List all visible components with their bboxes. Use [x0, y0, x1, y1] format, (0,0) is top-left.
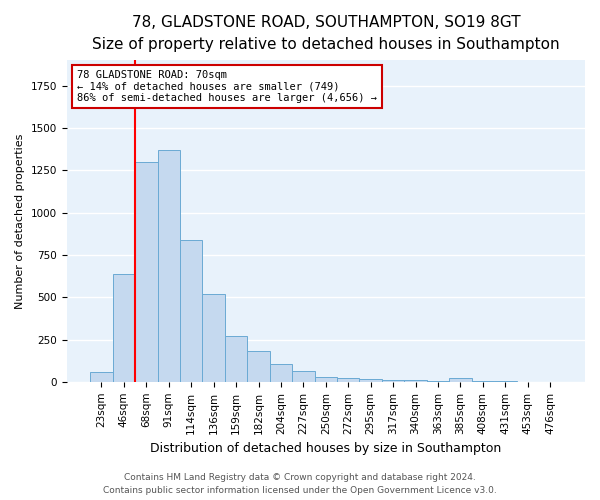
Bar [113, 274, 135, 382]
Bar [180, 240, 202, 382]
Bar [225, 336, 247, 382]
Text: 78 GLADSTONE ROAD: 70sqm
← 14% of detached houses are smaller (749)
86% of semi-: 78 GLADSTONE ROAD: 70sqm ← 14% of detach… [77, 70, 377, 103]
Bar [135, 162, 158, 382]
Bar [247, 350, 270, 382]
Text: Contains HM Land Registry data © Crown copyright and database right 2024.
Contai: Contains HM Land Registry data © Crown c… [103, 474, 497, 495]
Bar [449, 378, 472, 382]
X-axis label: Distribution of detached houses by size in Southampton: Distribution of detached houses by size … [150, 442, 502, 455]
Bar [292, 371, 314, 382]
Bar [337, 378, 359, 382]
Bar [270, 364, 292, 382]
Bar [90, 372, 113, 382]
Bar [427, 381, 449, 382]
Bar [404, 380, 427, 382]
Bar [359, 380, 382, 382]
Bar [382, 380, 404, 382]
Y-axis label: Number of detached properties: Number of detached properties [15, 134, 25, 309]
Title: 78, GLADSTONE ROAD, SOUTHAMPTON, SO19 8GT
Size of property relative to detached : 78, GLADSTONE ROAD, SOUTHAMPTON, SO19 8G… [92, 15, 560, 52]
Bar [314, 376, 337, 382]
Bar [158, 150, 180, 382]
Bar [202, 294, 225, 382]
